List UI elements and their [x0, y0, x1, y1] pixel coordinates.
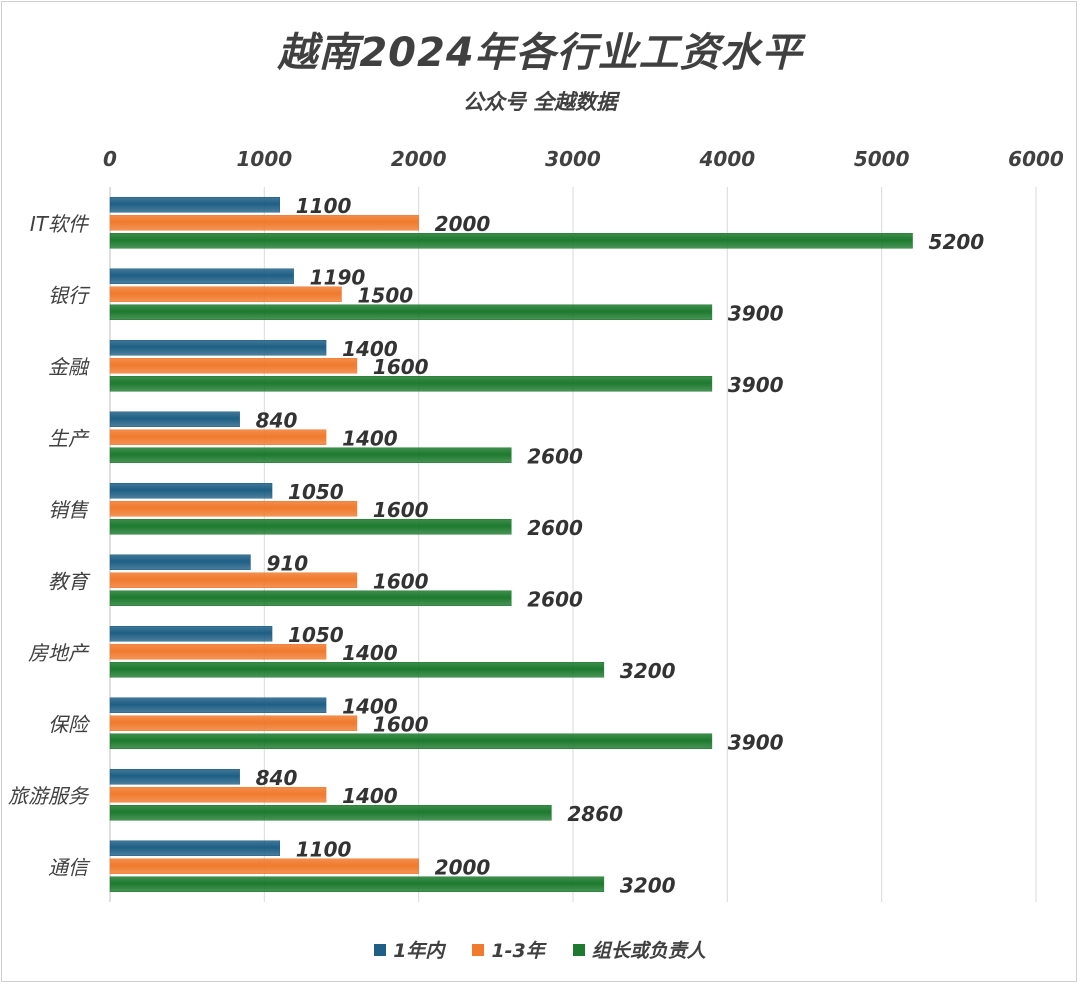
bar-1-2: [109, 304, 713, 320]
bar-0-0: [109, 197, 281, 213]
bar-3-1: [109, 429, 327, 445]
data-label-0-0: 1100: [296, 194, 352, 218]
category-label-5: 教育: [48, 569, 91, 593]
bar-4-1: [109, 501, 358, 517]
data-label-4-0: 1050: [288, 480, 344, 504]
x-tick-label-5: 5000: [854, 147, 910, 171]
data-label-2-0: 1400: [342, 337, 398, 361]
category-label-7: 保险: [48, 712, 91, 736]
category-label-2: 金融: [48, 355, 90, 379]
bar-6-0: [109, 626, 273, 642]
data-label-8-2: 2860: [567, 802, 623, 826]
bar-4-0: [109, 483, 273, 499]
data-label-5-0: 910: [266, 551, 308, 575]
bar-8-2: [109, 805, 552, 821]
data-label-7-0: 1400: [342, 694, 398, 718]
data-label-2-2: 3900: [728, 373, 784, 397]
bar-6-1: [109, 644, 327, 660]
data-label-6-1: 1400: [342, 641, 398, 665]
data-label-9-1: 2000: [435, 855, 491, 879]
legend-label-series-0: 1年内: [393, 940, 445, 962]
bar-1-0: [109, 268, 294, 284]
bar-2-0: [109, 340, 327, 356]
data-label-0-1: 2000: [435, 212, 491, 236]
bar-8-0: [109, 769, 240, 785]
bar-5-1: [109, 572, 358, 588]
legend-item-series-1: 1-3年: [472, 936, 545, 963]
x-tick-label-6: 6000: [1008, 147, 1064, 171]
bar-7-1: [109, 715, 358, 731]
chart-subtitle: 公众号 全越数据: [462, 90, 618, 114]
data-label-4-2: 2600: [527, 516, 583, 540]
bar-2-1: [109, 358, 358, 374]
category-label-0: IT软件: [30, 212, 90, 236]
data-label-5-2: 2600: [527, 587, 583, 611]
data-label-1-1: 1500: [358, 283, 414, 307]
bar-9-2: [109, 876, 605, 892]
data-label-6-0: 1050: [288, 623, 344, 647]
bar-3-0: [109, 411, 240, 427]
x-tick-label-2: 2000: [391, 147, 447, 171]
data-label-5-1: 1600: [373, 569, 429, 593]
data-label-1-0: 1190: [310, 265, 366, 289]
legend-label-series-2: 组长或负责人: [591, 940, 706, 962]
data-label-9-0: 1100: [296, 837, 352, 861]
bar-5-0: [109, 554, 251, 570]
bar-4-2: [109, 519, 512, 535]
bar-0-2: [109, 233, 913, 249]
bar-8-1: [109, 787, 327, 803]
bar-2-2: [109, 376, 713, 392]
data-label-1-2: 3900: [728, 301, 784, 325]
category-label-8: 旅游服务: [8, 784, 90, 808]
bar-7-0: [109, 697, 327, 713]
legend-swatch-series-0: [374, 943, 387, 956]
category-label-6: 房地产: [28, 641, 90, 665]
bar-6-2: [109, 662, 605, 678]
bar-0-1: [109, 215, 419, 231]
legend-swatch-series-1: [472, 943, 485, 956]
data-label-0-2: 5200: [929, 230, 985, 254]
bar-7-2: [109, 733, 713, 749]
data-label-3-1: 1400: [342, 426, 398, 450]
data-label-8-1: 1400: [342, 784, 398, 808]
category-label-1: 银行: [48, 283, 91, 307]
bar-5-2: [109, 590, 512, 606]
chart-legend: 1年内 1-3年 组长或负责人: [0, 936, 1080, 963]
data-label-7-1: 1600: [373, 712, 429, 736]
category-label-3: 生产: [48, 426, 90, 450]
data-label-7-2: 3900: [728, 730, 784, 754]
bar-3-2: [109, 447, 512, 463]
x-tick-label-3: 3000: [545, 147, 601, 171]
legend-item-series-0: 1年内: [374, 936, 444, 963]
x-tick-label-0: 0: [103, 147, 117, 171]
chart-title: 越南2024年各行业工资水平: [277, 30, 803, 76]
bar-9-0: [109, 840, 281, 856]
category-label-4: 销售: [48, 498, 90, 522]
category-label-9: 通信: [48, 855, 91, 879]
data-label-2-1: 1600: [373, 355, 429, 379]
x-tick-label-1: 1000: [236, 147, 292, 171]
legend-item-series-2: 组长或负责人: [572, 936, 706, 963]
bar-9-1: [109, 858, 419, 874]
data-label-4-1: 1600: [373, 498, 429, 522]
data-label-3-2: 2600: [527, 444, 583, 468]
data-label-9-2: 3200: [620, 873, 676, 897]
data-label-8-0: 840: [256, 766, 298, 790]
x-tick-label-4: 4000: [698, 147, 755, 171]
data-label-3-0: 840: [256, 408, 298, 432]
data-label-6-2: 3200: [620, 659, 676, 683]
bar-1-1: [109, 286, 342, 302]
legend-label-series-1: 1-3年: [491, 940, 545, 962]
legend-swatch-series-2: [572, 943, 585, 956]
